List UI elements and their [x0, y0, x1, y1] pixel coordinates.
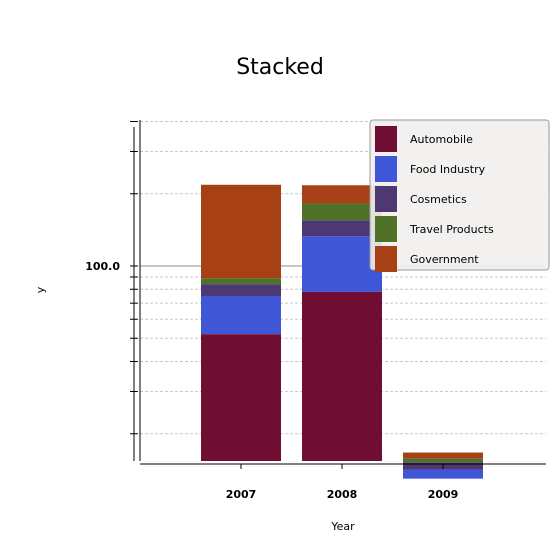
- legend-swatch: [375, 246, 397, 272]
- legend-label: Food Industry: [410, 163, 486, 176]
- legend-swatch: [375, 216, 397, 242]
- y-ticks: 100.0: [85, 121, 138, 435]
- x-tick-label: 2007: [226, 488, 257, 501]
- legend-label: Travel Products: [409, 223, 494, 236]
- bar-automobile-2007: [201, 334, 281, 461]
- bar-travel-products-2007: [201, 278, 281, 285]
- legend-swatch: [375, 126, 397, 152]
- legend-label: Government: [410, 253, 479, 266]
- bar-travel-products-2008: [302, 203, 382, 221]
- bar-food-industry-2007: [201, 295, 281, 335]
- legend-swatch: [375, 186, 397, 212]
- x-ticks: 2007 2008 2009: [226, 464, 459, 501]
- legend-label: Automobile: [410, 133, 473, 146]
- bars: [201, 184, 483, 479]
- axes: [133, 120, 546, 465]
- y-axis-label: y: [34, 286, 47, 293]
- bar-government-2007: [201, 184, 281, 279]
- bar-cosmetics-2007: [201, 284, 281, 296]
- x-tick-label: 2009: [428, 488, 459, 501]
- chart-title: Stacked: [236, 55, 324, 80]
- bar-travel-products-2009: [403, 458, 483, 463]
- bar-automobile-2008: [302, 291, 382, 461]
- bar-government-2008: [302, 185, 382, 204]
- x-axis-label: Year: [330, 520, 355, 533]
- y-tick-label: 100.0: [85, 260, 120, 273]
- legend-swatch: [375, 156, 397, 182]
- bar-government-2009: [403, 452, 483, 459]
- x-tick-label: 2008: [327, 488, 358, 501]
- bar-food-industry-2008: [302, 236, 382, 292]
- bar-food-industry-2009: [403, 469, 483, 479]
- legend-label: Cosmetics: [410, 193, 467, 206]
- bar-cosmetics-2008: [302, 220, 382, 237]
- legend: Automobile Food Industry Cosmetics Travel P…: [369, 119, 550, 272]
- legend-box: [369, 119, 550, 271]
